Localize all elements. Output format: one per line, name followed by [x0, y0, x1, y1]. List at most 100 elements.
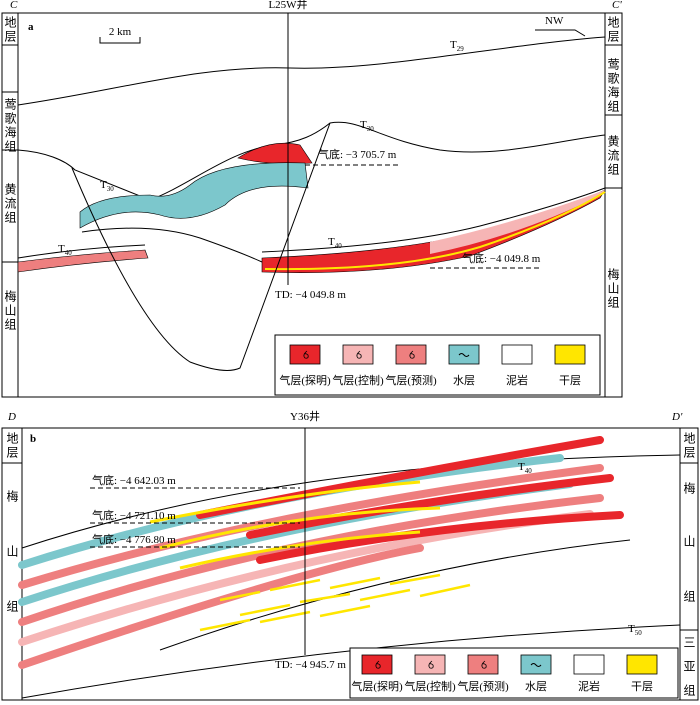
- legend-swatch: [573, 654, 605, 675]
- horizon-letter: T: [450, 39, 457, 51]
- legend-label: 气层(探明): [279, 373, 331, 387]
- legend-item: 气层(控制): [332, 344, 384, 387]
- horizon-subscript: 30: [107, 185, 115, 193]
- stratum-label: 组: [682, 684, 696, 698]
- legend-box: [274, 334, 601, 396]
- depth-annotation: TD: −4 049.8 m: [275, 289, 346, 301]
- legend-item: 干层: [554, 344, 586, 387]
- horizon-letter: T: [100, 179, 107, 191]
- horizon-label: T29: [450, 39, 464, 53]
- horizon-subscript: 40: [525, 467, 533, 475]
- gas-symbol: [375, 660, 381, 669]
- depth-annotation: TD: −4 945.7 m: [275, 659, 346, 671]
- stratum-label: 黄流组: [3, 183, 17, 225]
- legend-label: 气层(控制): [332, 373, 384, 387]
- legend-swatch: [414, 654, 446, 675]
- legend-label: 气层(预测): [457, 679, 509, 693]
- stratum-label: 梅山组: [3, 289, 17, 332]
- gas-symbol: [428, 660, 434, 669]
- section-end: D': [671, 411, 683, 423]
- legend-box: [349, 647, 679, 699]
- stratum-label: 地层: [682, 432, 696, 460]
- well-name: L25W井: [268, 0, 307, 11]
- depth-annotation: 气底: −4 721.10 m: [92, 508, 176, 522]
- direction-label: NW: [545, 15, 564, 27]
- horizon-label: T40: [328, 236, 342, 250]
- legend-label: 水层: [453, 374, 475, 387]
- stratum-label: 三: [682, 636, 696, 650]
- water-symbol: [458, 353, 470, 357]
- horizon-label: T30: [100, 179, 114, 193]
- legend-item: 气层(预测): [457, 654, 509, 693]
- horizon-subscript: 50: [635, 629, 643, 637]
- horizon-label: T30: [360, 119, 374, 133]
- panel-b-frame: [1, 427, 699, 701]
- stratum-label: 地层: [606, 16, 620, 44]
- stratum-label: 山: [682, 535, 696, 549]
- horizon-subscript: 30: [367, 125, 375, 133]
- horizon-letter: T: [360, 119, 367, 131]
- section-end: C: [10, 0, 18, 11]
- section-end: C': [612, 0, 622, 11]
- legend-item: 泥岩: [573, 654, 605, 693]
- legend-label: 泥岩: [578, 679, 600, 693]
- legend-swatch: [501, 344, 533, 365]
- legend-item: 气层(探明): [279, 344, 331, 387]
- horizon-label: T40: [58, 243, 72, 257]
- legend-label: 气层(探明): [351, 679, 403, 693]
- depth-annotation: 气底: −4 049.8 m: [462, 251, 541, 265]
- legend-swatch: [554, 344, 586, 365]
- legend-label: 水层: [525, 680, 547, 693]
- legend-label: 气层(预测): [385, 373, 437, 387]
- horizon-subscript: 29: [457, 45, 465, 53]
- panel-a-geology: [17, 13, 606, 371]
- legend-label: 泥岩: [506, 373, 528, 387]
- horizon-subscript: 40: [335, 242, 343, 250]
- stratum-label: 黄流组: [606, 135, 620, 177]
- horizon-subscript: 40: [65, 249, 73, 257]
- legend-item: 气层(探明): [351, 654, 403, 693]
- stratum-label: 山: [5, 545, 19, 559]
- horizon-letter: T: [518, 461, 525, 473]
- scale-label: 2 km: [109, 26, 132, 38]
- panel-label: b: [30, 433, 36, 445]
- horizon-letter: T: [328, 236, 335, 248]
- gas-symbol: [481, 660, 487, 669]
- stratum-label: 莺歌海组: [606, 58, 620, 114]
- gas-symbol: [409, 350, 415, 359]
- stratum-label: 梅: [5, 489, 19, 504]
- legend-swatch: [467, 654, 499, 675]
- gas-symbol: [356, 350, 362, 359]
- legend-swatch: [626, 654, 658, 675]
- stratum-label: 地层: [3, 16, 17, 44]
- stratum-label: 亚: [682, 660, 696, 674]
- panel-b-geology: [18, 428, 681, 699]
- water-symbol: [530, 663, 542, 667]
- stratum-label: 组: [682, 590, 696, 604]
- gas-symbol: [303, 350, 309, 359]
- legend-label: 干层: [631, 680, 653, 693]
- depth-annotation: 气底: −3 705.7 m: [318, 147, 397, 161]
- legend-swatch: [361, 654, 393, 675]
- legend-swatch: [289, 344, 321, 365]
- legend-swatch: [342, 344, 374, 365]
- horizon-letter: T: [628, 623, 635, 635]
- stratum-label: 梅山组: [606, 267, 620, 310]
- stratum-label: 梅: [682, 481, 696, 496]
- horizon-label: T50: [628, 623, 642, 637]
- stratum-label: 组: [5, 600, 19, 614]
- legend-item: 泥岩: [501, 344, 533, 387]
- stratum-label: 莺歌海组: [3, 98, 17, 154]
- horizon-letter: T: [58, 243, 65, 255]
- panel-a-frame: [1, 12, 623, 398]
- horizon-label: T40: [518, 461, 532, 475]
- depth-annotation: 气底: −4 642.03 m: [92, 473, 176, 487]
- depth-annotation: 气底: −4 776.80 m: [92, 532, 176, 546]
- legend-item: 气层(控制): [404, 654, 456, 693]
- legend-label: 干层: [559, 374, 581, 387]
- legend-item: 水层: [520, 654, 552, 693]
- section-end: D: [7, 411, 16, 423]
- legend-item: 水层: [448, 344, 480, 387]
- legend-label: 气层(控制): [404, 679, 456, 693]
